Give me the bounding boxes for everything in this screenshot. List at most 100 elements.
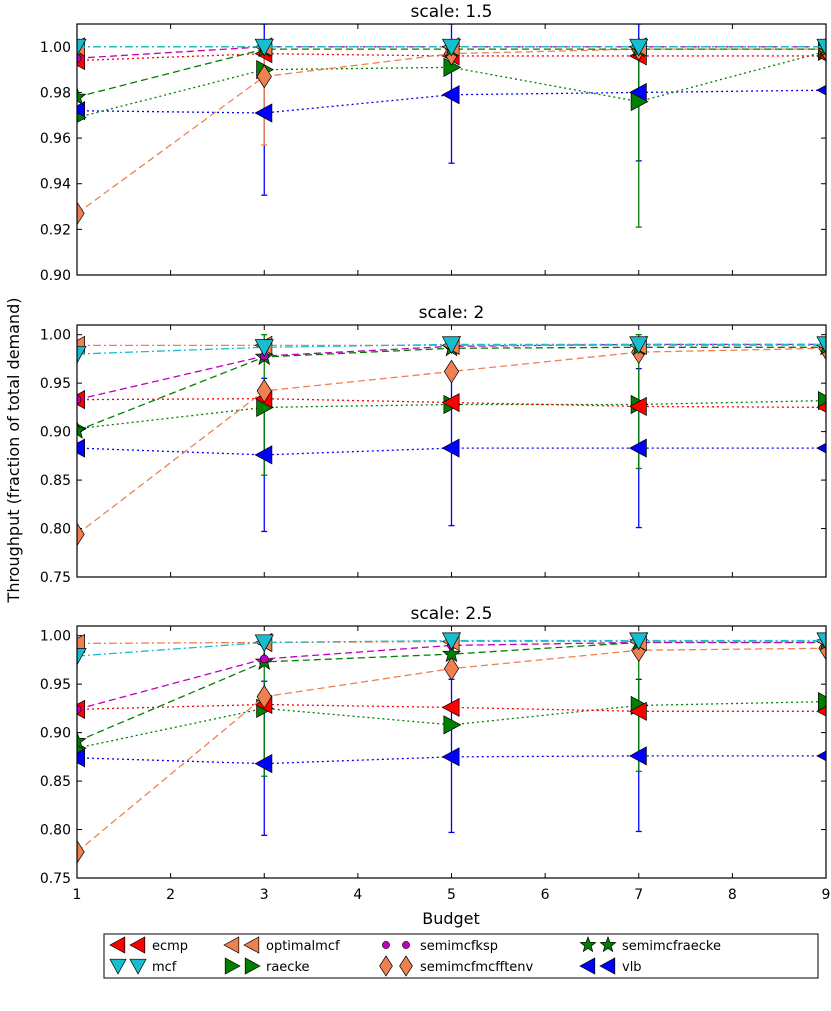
legend-item-raecke: raecke <box>224 957 310 975</box>
data-point-semimcfmcfftenv <box>77 522 85 547</box>
y-tick-label: 0.90 <box>40 726 71 742</box>
legend-marker-ecmp <box>129 936 146 954</box>
axes-frame <box>76 625 827 879</box>
data-point-semimcfmcfftenv <box>443 359 460 384</box>
data-point-semimcfraecke <box>77 731 87 750</box>
series-vlb <box>77 82 826 123</box>
legend-marker-optimalmcf <box>243 936 260 954</box>
plot-area <box>77 334 826 547</box>
y-tick-label: 1.00 <box>40 328 71 344</box>
legend-item-vlb: vlb <box>579 957 642 975</box>
legend-label: ecmp <box>152 939 188 954</box>
panel-3: scale: 2.5 0.75 0.80 0.85 0.90 0.95 1.00 1 2 3 4 5 6… <box>40 604 831 903</box>
data-point-semimcfmcfftenv <box>77 839 85 864</box>
legend-marker-semimcfksp <box>382 941 390 949</box>
panel-title: scale: 1.5 <box>411 2 493 22</box>
data-point-ecmp <box>441 697 460 718</box>
data-point-ecmp <box>77 390 85 410</box>
data-point-vlb <box>816 442 826 454</box>
data-point-vlb <box>77 438 85 458</box>
data-point-semimcfmcfftenv <box>256 379 272 403</box>
x-tick-label: 6 <box>541 887 550 903</box>
x-tick-label: 1 <box>73 887 82 903</box>
data-point-vlb <box>254 445 273 465</box>
legend: ecmp mcf optimalmcf raecke semimcfksp semimcf… <box>103 933 819 979</box>
y-tick-label: 0.80 <box>40 522 71 538</box>
data-point-mcf <box>629 632 649 651</box>
data-point-semimcfksp <box>77 395 82 404</box>
legend-label: semimcfmcfftenv <box>420 960 534 975</box>
legend-item-optimalmcf: optimalmcf <box>223 936 340 954</box>
legend-marker-mcf <box>109 958 127 975</box>
panel-title: scale: 2 <box>419 303 485 323</box>
data-point-raecke <box>443 715 462 735</box>
legend-marker-semimcfksp <box>402 941 410 949</box>
data-point-semimcfraecke <box>77 87 87 106</box>
error-bar-raecke <box>635 46 642 228</box>
data-point-ecmp <box>816 706 826 717</box>
legend-label: raecke <box>266 960 310 975</box>
panel-title: scale: 2.5 <box>411 604 493 624</box>
series-line-semimcfksp <box>77 641 826 710</box>
series-semimcfmcfftenv <box>77 336 826 547</box>
data-point-mcf <box>77 648 87 666</box>
series-semimcfraecke <box>77 337 826 439</box>
panel-2: scale: 2 0.75 0.80 0.85 0.90 0.95 1.00 <box>40 303 827 586</box>
legend-marker-semimcfmcfftenv <box>379 955 393 977</box>
series-mcf <box>77 38 826 57</box>
data-point-optimalmcf <box>77 633 85 654</box>
legend-item-semimcfmcfftenv: semimcfmcfftenv <box>379 955 534 977</box>
y-tick-label: 0.75 <box>40 871 71 887</box>
data-point-vlb <box>629 746 647 766</box>
y-tick-label: 0.98 <box>40 85 71 101</box>
data-point-raecke <box>818 692 826 712</box>
data-point-semimcfraecke <box>441 644 462 663</box>
y-tick-label: 0.94 <box>40 177 71 193</box>
y-tick-label: 1.00 <box>40 40 71 56</box>
data-point-vlb <box>816 84 826 96</box>
data-point-mcf <box>629 38 649 57</box>
data-point-mcf <box>77 38 87 57</box>
data-point-semimcfmcfftenv <box>443 656 460 681</box>
data-point-mcf <box>254 339 274 358</box>
data-point-semimcfmcfftenv <box>256 684 272 709</box>
legend-marker-vlb <box>579 957 596 975</box>
legend-label: semimcfraecke <box>622 939 721 954</box>
legend-box <box>103 933 819 979</box>
data-point-vlb <box>629 438 647 458</box>
data-point-mcf <box>441 336 462 355</box>
y-tick-label: 0.95 <box>40 376 71 392</box>
data-point-raecke <box>77 112 87 123</box>
y-axis-label: Throughput (fraction of total demand) <box>4 298 23 604</box>
data-point-vlb <box>816 750 826 762</box>
data-point-mcf <box>77 346 87 364</box>
data-point-semimcfraecke <box>77 420 87 439</box>
y-tick-label: 0.92 <box>40 222 71 238</box>
data-point-ecmp <box>816 402 826 413</box>
data-point-mcf <box>816 38 826 57</box>
legend-marker-semimcfmcfftenv <box>399 955 413 977</box>
series-vlb <box>77 746 826 774</box>
series-line-raecke <box>77 700 826 749</box>
y-tick-label: 0.85 <box>40 774 71 790</box>
data-point-vlb <box>77 748 85 768</box>
x-tick-label: 9 <box>822 887 831 903</box>
legend-marker-mcf <box>129 958 147 975</box>
data-point-mcf <box>816 632 826 651</box>
data-point-semimcfksp <box>77 53 82 63</box>
data-point-vlb <box>441 438 460 458</box>
y-tick-label: 1.00 <box>40 629 71 645</box>
legend-label: optimalmcf <box>266 939 340 954</box>
x-tick-label: 2 <box>166 887 175 903</box>
axes-frame <box>76 23 827 276</box>
data-point-semimcfmcfftenv <box>256 64 272 89</box>
legend-marker-semimcfraecke <box>599 935 617 953</box>
legend-marker-raecke <box>224 957 241 975</box>
data-point-semimcfksp <box>77 705 82 714</box>
data-point-raecke <box>630 91 649 112</box>
plot-area <box>77 24 826 228</box>
legend-label: vlb <box>622 960 642 975</box>
data-point-mcf <box>441 38 462 57</box>
y-tick-label: 0.75 <box>40 570 71 586</box>
